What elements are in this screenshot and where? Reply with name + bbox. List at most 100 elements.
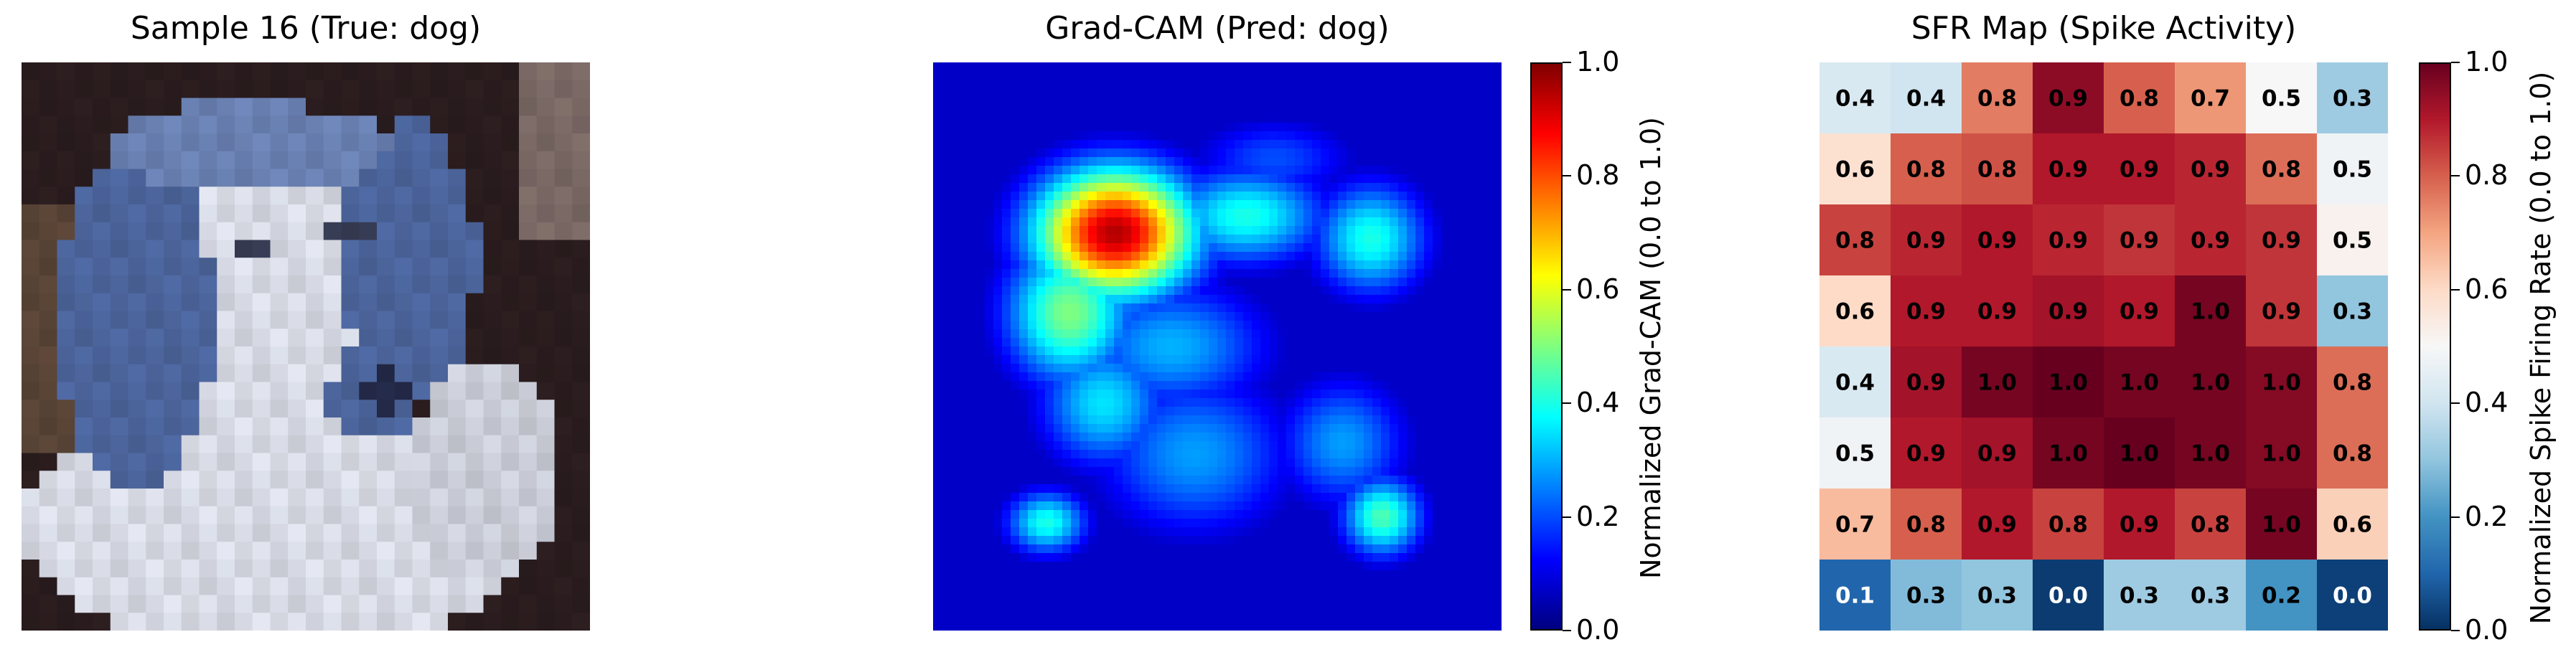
gradcam-cell [1484, 493, 1494, 502]
gradcam-cell [1493, 217, 1502, 227]
gradcam-cell [1200, 519, 1209, 528]
gradcam-cell [1054, 501, 1063, 511]
gradcam-cell [1191, 501, 1201, 511]
gradcam-cell [1114, 252, 1123, 261]
gradcam-cell [1278, 562, 1287, 571]
gradcam-cell [1338, 217, 1347, 227]
gradcam-cell [1097, 321, 1106, 330]
sample-pixel [164, 417, 182, 436]
gradcam-cell [1424, 441, 1433, 450]
gradcam-cell [985, 553, 994, 562]
gradcam-cell [1019, 131, 1029, 141]
gradcam-cell [1062, 390, 1072, 399]
sample-pixel [394, 577, 413, 595]
gradcam-cell [1346, 381, 1356, 390]
sample-pixel [288, 133, 306, 152]
sample-pixel [57, 577, 75, 595]
sample-pixel [572, 560, 590, 578]
gradcam-cell [1312, 553, 1321, 562]
gradcam-cell [1140, 450, 1149, 459]
gradcam-cell [1088, 458, 1097, 468]
sample-pixel [377, 435, 395, 453]
gradcam-cell [1433, 303, 1442, 313]
gradcam-cell [950, 562, 960, 571]
sample-pixel [377, 417, 395, 436]
gradcam-cell [1157, 62, 1166, 72]
gradcam-cell [1467, 269, 1476, 278]
gradcam-cell [1243, 424, 1252, 433]
gradcam-cell [1355, 390, 1364, 399]
gradcam-cell [1441, 553, 1451, 562]
gradcam-cell [1028, 131, 1037, 141]
sample-pixel [554, 346, 573, 365]
gradcam-cell [1278, 71, 1287, 80]
gradcam-cell [1286, 407, 1296, 416]
gradcam-cell [1062, 80, 1072, 89]
gradcam-cell [1123, 355, 1132, 364]
sample-pixel [554, 453, 573, 471]
gradcam-cell [1209, 510, 1218, 519]
gradcam-cell [933, 286, 942, 296]
gradcam-cell [1381, 536, 1390, 545]
gradcam-cell [1071, 295, 1080, 304]
gradcam-cell [1381, 519, 1390, 528]
gradcam-cell [1338, 484, 1347, 494]
gradcam-cell [1286, 209, 1296, 218]
gradcam-cell [933, 346, 942, 356]
gradcam-cell [1493, 235, 1502, 244]
gradcam-cell [1312, 346, 1321, 356]
gradcam-cell [1476, 157, 1485, 166]
gradcam-cell [1131, 140, 1141, 149]
gradcam-cell [1097, 519, 1106, 528]
gradcam-cell [1131, 88, 1141, 98]
gradcam-cell [1140, 166, 1149, 175]
gradcam-cell [1157, 148, 1166, 158]
gradcam-cell [1114, 192, 1123, 201]
sample-pixel [341, 560, 360, 578]
gradcam-cell [950, 97, 960, 106]
sample-pixel [93, 258, 111, 276]
gradcam-cell [1312, 527, 1321, 537]
gradcam-cell [1002, 433, 1011, 442]
gradcam-cell [1467, 338, 1476, 347]
gradcam-cell [993, 105, 1003, 115]
gradcam-cell [1054, 527, 1063, 537]
sample-pixel [306, 613, 324, 631]
gradcam-cell [1054, 338, 1063, 347]
gradcam-cell [1148, 407, 1158, 416]
gradcam-cell [959, 192, 968, 201]
gradcam-cell [1157, 355, 1166, 364]
sample-pixel [217, 595, 235, 613]
sample-pixel [430, 98, 449, 116]
gradcam-cell [1191, 372, 1201, 382]
sample-pixel [412, 560, 431, 578]
gradcam-cell [1415, 140, 1425, 149]
gradcam-cell [1433, 157, 1442, 166]
gradcam-cell [1303, 278, 1313, 287]
gradcam-cell [1312, 570, 1321, 580]
sample-pixel [164, 169, 182, 187]
gradcam-cell [1157, 140, 1166, 149]
gradcam-cell [1390, 424, 1399, 433]
sample-pixel [39, 613, 57, 631]
gradcam-cell [1235, 131, 1244, 141]
sample-pixel [199, 169, 217, 187]
gradcam-cell [1312, 467, 1321, 476]
gradcam-cell [1105, 441, 1115, 450]
sample-pixel [448, 222, 467, 240]
gradcam-cell [1260, 174, 1270, 184]
gradcam-cell [1054, 97, 1063, 106]
gradcam-cell [933, 148, 942, 158]
sample-pixel [501, 240, 520, 258]
gradcam-cell [1433, 346, 1442, 356]
sample-pixel [359, 506, 378, 524]
gradcam-cell [1011, 88, 1020, 98]
gradcam-cell [950, 174, 960, 184]
gradcam-cell [1441, 97, 1451, 106]
sample-pixel [394, 293, 413, 311]
gradcam-cell [1407, 407, 1416, 416]
sample-pixel [146, 524, 164, 542]
sample-pixel [110, 115, 128, 134]
gradcam-cell [1174, 174, 1184, 184]
gradcam-cell [1312, 217, 1321, 227]
